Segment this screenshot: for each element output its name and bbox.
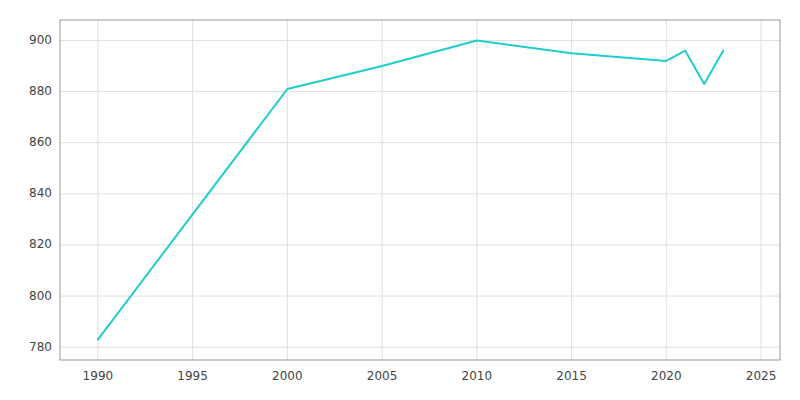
grid [60,20,780,360]
series-group [98,40,723,339]
x-grid-line [666,20,667,360]
plot-frame [60,20,780,360]
x-grid-line [382,20,383,360]
chart-container: 780 800 820 840 860 880 900 1990 1995 2000 2005 201… [0,0,800,400]
x-grid-line [761,20,762,360]
y-tick-label: 900 [29,33,52,47]
x-tick-label: 1995 [177,369,208,383]
x-grid-line [97,20,98,360]
x-tick-label: 2000 [272,369,303,383]
y-tick-label: 880 [29,84,52,98]
y-tick-label: 780 [29,340,52,354]
y-grid-line [60,296,780,297]
x-grid-line [571,20,572,360]
x-tick-label: 2020 [651,369,682,383]
y-grid-line [60,142,780,143]
data-line [98,40,723,339]
chart-svg: 780 800 820 840 860 880 900 1990 1995 2000 2005 201… [0,0,800,400]
x-grid-line [287,20,288,360]
y-tick-label: 840 [29,186,52,200]
y-tick-label: 860 [29,135,52,149]
x-tick-label: 1990 [83,369,114,383]
x-tick-label: 2005 [367,369,398,383]
x-grid-line [476,20,477,360]
x-tick-label: 2010 [462,369,493,383]
y-grid-line [60,193,780,194]
y-grid-line [60,347,780,348]
x-grid-line [192,20,193,360]
y-tick-label: 800 [29,289,52,303]
y-grid-line [60,40,780,41]
x-tick-label: 2015 [556,369,587,383]
x-tick-label: 2025 [746,369,777,383]
y-grid-line [60,91,780,92]
y-tick-label: 820 [29,237,52,251]
